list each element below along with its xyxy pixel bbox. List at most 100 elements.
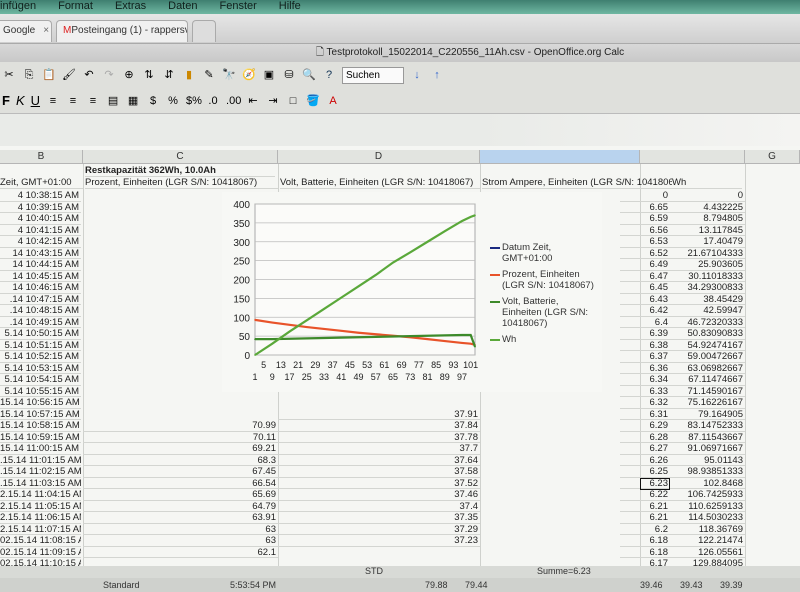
- cell[interactable]: Zeit, GMT+01:00: [0, 177, 83, 189]
- cell[interactable]: 4 10:38:15 AM: [0, 190, 81, 202]
- cell[interactable]: 02.15.14 11:08:15 AM: [0, 535, 81, 547]
- close-icon[interactable]: ×: [43, 25, 50, 36]
- cell[interactable]: 6.43: [620, 294, 670, 305]
- cell[interactable]: 6.56: [620, 225, 670, 236]
- menu-item[interactable]: Hilfe: [278, 0, 301, 12]
- cell[interactable]: 15.14 10:58:15 AM: [0, 420, 81, 432]
- cell[interactable]: 83.14752333: [670, 420, 745, 432]
- cell[interactable]: 6.38: [620, 340, 670, 351]
- cell[interactable]: 14 10:45:15 AM: [0, 271, 81, 282]
- search-input[interactable]: [342, 66, 404, 84]
- cell[interactable]: 63.91: [83, 512, 278, 524]
- cell[interactable]: 6.59: [620, 213, 670, 225]
- sort-ascending-icon[interactable]: ⇅: [144, 69, 154, 81]
- merge-cells-icon[interactable]: ▦: [127, 94, 139, 107]
- align-right-icon[interactable]: ≡: [89, 94, 97, 107]
- cell[interactable]: 69.21: [83, 443, 278, 455]
- cell[interactable]: 6.2: [620, 524, 670, 535]
- redo-icon[interactable]: ↷: [104, 69, 114, 81]
- column-header[interactable]: [640, 150, 745, 164]
- cell[interactable]: 15.14 10:59:15 AM: [0, 431, 81, 443]
- cell[interactable]: 6.4: [620, 317, 670, 328]
- cell[interactable]: 6.36: [620, 363, 670, 374]
- cell[interactable]: 129.884095: [670, 558, 745, 566]
- cell[interactable]: 63: [83, 524, 278, 535]
- cell[interactable]: 37.29: [278, 524, 480, 535]
- cell[interactable]: 6.32: [620, 397, 670, 409]
- cell[interactable]: 65.69: [83, 489, 278, 501]
- navigator-icon[interactable]: 🧭: [242, 69, 256, 81]
- cell[interactable]: 6.31: [620, 409, 670, 420]
- align-left-icon[interactable]: ≡: [49, 94, 57, 107]
- cell[interactable]: 02.15.14 11:09:15 AM: [0, 547, 81, 558]
- cell[interactable]: 95.01143: [670, 455, 745, 466]
- cell[interactable]: .14 10:49:15 AM: [0, 317, 81, 328]
- column-header[interactable]: G: [745, 150, 800, 164]
- cell[interactable]: 21.67104333: [670, 248, 745, 259]
- cell[interactable]: 70.11: [83, 432, 278, 443]
- cell[interactable]: 4 10:41:15 AM: [0, 225, 81, 236]
- cell[interactable]: 37.46: [278, 489, 480, 501]
- italic-button[interactable]: K: [15, 93, 25, 108]
- cell[interactable]: 6.39: [620, 328, 670, 340]
- cell[interactable]: 6.49: [620, 259, 670, 271]
- borders-icon[interactable]: □: [289, 94, 297, 107]
- cell[interactable]: 37.7: [278, 443, 480, 455]
- cell[interactable]: Strom Ampere, Einheiten (LGR S/N: 104180…: [482, 177, 672, 189]
- cell[interactable]: 75.16226167: [670, 397, 745, 409]
- indent-decrease-icon[interactable]: ⇤: [248, 94, 258, 107]
- cell[interactable]: 6.26: [620, 455, 670, 466]
- cell[interactable]: 6.45: [620, 282, 670, 294]
- cell[interactable]: 2.15.14 11:06:15 AM: [0, 512, 81, 524]
- search-up-icon[interactable]: ↑: [434, 69, 440, 81]
- cell[interactable]: Prozent, Einheiten (LGR S/N: 10418067): [85, 177, 278, 189]
- cell[interactable]: 70.99: [83, 420, 278, 432]
- percent-icon[interactable]: %: [168, 94, 178, 107]
- embedded-chart[interactable]: 0 50 100 150 200 250 300 350 400 5 13 21 29 37 45 53 61 6…: [222, 192, 602, 392]
- bold-button[interactable]: F: [2, 93, 10, 108]
- menu-item[interactable]: Fenster: [219, 0, 257, 12]
- cell[interactable]: 5.14 10:55:15 AM: [0, 386, 81, 397]
- cell[interactable]: 6.28: [620, 432, 670, 443]
- cell[interactable]: 37.84: [278, 420, 480, 432]
- cell[interactable]: .15.14 11:02:15 AM: [0, 466, 81, 478]
- cell[interactable]: 67.11474667: [670, 374, 745, 386]
- cell[interactable]: Wh: [672, 177, 742, 189]
- cell[interactable]: 6.21: [620, 501, 670, 512]
- selection-mode[interactable]: STD: [365, 566, 383, 576]
- cell[interactable]: .14 10:48:15 AM: [0, 305, 81, 317]
- underline-button[interactable]: U: [30, 93, 41, 108]
- cell[interactable]: .14 10:47:15 AM: [0, 294, 81, 305]
- cell[interactable]: 37.91: [278, 409, 480, 420]
- cell[interactable]: 2.15.14 11:04:15 AM: [0, 489, 81, 501]
- background-color-icon[interactable]: 🪣: [306, 94, 320, 107]
- cell[interactable]: 2.15.14 11:05:15 AM: [0, 500, 81, 512]
- draw-icon[interactable]: ✎: [204, 69, 214, 81]
- menu-item[interactable]: Daten: [168, 0, 198, 12]
- cell[interactable]: 14 10:46:15 AM: [0, 282, 81, 294]
- hyperlink-icon[interactable]: ⊕: [124, 69, 134, 81]
- cell[interactable]: 6.52: [620, 248, 670, 259]
- cell[interactable]: 37.58: [278, 466, 480, 478]
- datasources-icon[interactable]: ⛁: [284, 69, 294, 81]
- cell[interactable]: 37.4: [278, 501, 480, 512]
- cell[interactable]: 15.14 11:00:15 AM: [0, 443, 81, 455]
- delete-decimal-icon[interactable]: .00: [226, 94, 242, 107]
- cell[interactable]: 0: [620, 190, 670, 202]
- cell[interactable]: 4.432225: [670, 202, 745, 213]
- cell[interactable]: .15.14 11:03:15 AM: [0, 477, 81, 489]
- new-tab-button[interactable]: [192, 20, 216, 42]
- cell[interactable]: 59.00472667: [670, 351, 745, 363]
- cell[interactable]: 6.18: [620, 547, 670, 558]
- menu-item[interactable]: Format: [58, 0, 93, 12]
- cell[interactable]: 63: [83, 535, 278, 547]
- cell[interactable]: 68.3: [83, 455, 278, 466]
- currency-icon[interactable]: $: [149, 94, 157, 107]
- cell[interactable]: 15.14 10:57:15 AM: [0, 408, 81, 420]
- cell[interactable]: 6.33: [620, 386, 670, 397]
- cell[interactable]: 6.25: [620, 466, 670, 478]
- cell[interactable]: 50.83090833: [670, 328, 745, 340]
- justify-icon[interactable]: ▤: [107, 94, 119, 107]
- align-center-icon[interactable]: ≡: [69, 94, 77, 107]
